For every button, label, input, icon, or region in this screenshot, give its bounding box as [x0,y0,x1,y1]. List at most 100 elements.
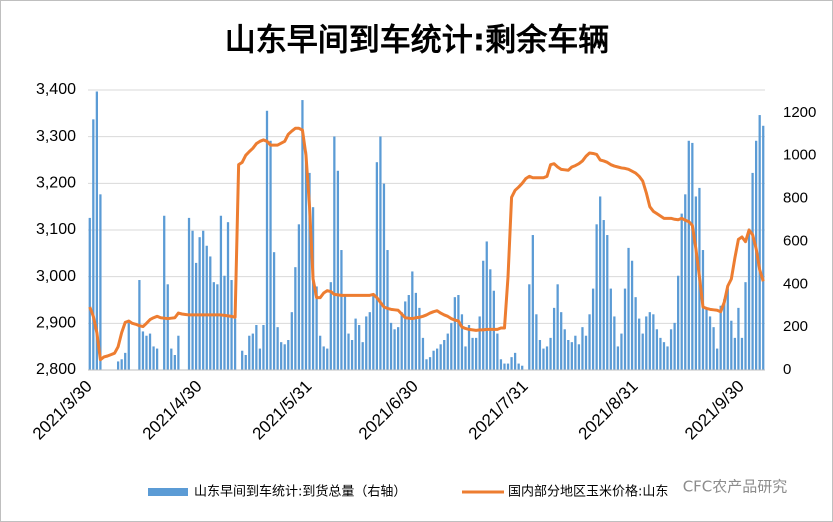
bar [258,348,262,370]
bar [535,314,538,370]
bar [510,357,513,370]
bar [549,337,552,370]
bar [411,271,414,370]
bar [609,288,612,370]
bar [542,348,545,370]
bar [751,172,754,370]
bar [233,318,237,370]
bar [421,337,425,370]
bar [283,344,286,370]
bar [740,337,744,370]
bar [170,348,173,370]
bar [719,305,722,370]
bar [386,250,389,370]
y-tick-label: 2,800 [36,361,76,378]
bar [265,110,269,371]
bar [708,316,712,370]
bar [340,250,343,370]
bar [350,340,354,370]
bar [212,282,215,370]
bar [577,344,581,370]
bar [173,355,176,370]
bar [694,196,698,370]
bar [404,301,407,370]
bar [567,340,570,370]
bar [673,322,676,370]
y2-tick-label: 800 [783,190,808,207]
bar [294,267,297,370]
bar [311,207,315,370]
bar [418,307,421,370]
bar [457,295,460,370]
bar [397,327,400,370]
bar [471,337,474,370]
bar [95,91,98,370]
bar [187,217,191,370]
bar [584,335,588,370]
bar [432,350,435,370]
bar [219,215,223,370]
bar [489,269,492,370]
bar [194,262,198,370]
bar [556,284,559,370]
bar [758,115,761,370]
bar [145,335,148,370]
bar [389,322,393,370]
bar [474,337,478,370]
y2-tick-label: 0 [783,361,791,378]
bar [453,297,456,370]
bar [726,288,729,370]
bar [347,333,350,370]
y2-tick-label: 200 [783,318,808,335]
bar [595,224,598,370]
legend-label: 国内部分地区玉米价格:山东 [508,484,668,500]
bar [216,284,219,370]
bar [425,359,428,370]
bar [439,344,442,370]
bar [372,295,375,370]
bar [570,342,573,370]
bar [407,295,410,370]
bar [329,282,332,370]
bar [361,342,364,370]
bar [499,359,503,370]
bar [591,288,595,370]
bar [124,352,127,370]
bar [244,355,247,370]
bar [680,213,683,370]
bar [358,325,361,370]
bar [166,284,169,370]
bar [287,340,290,370]
bar [393,329,396,370]
bar [701,250,705,370]
bar [655,329,659,370]
bar [762,125,765,371]
bar [319,335,322,370]
bar [226,222,230,370]
bar [336,170,340,370]
bar [148,333,152,370]
bar [382,183,386,370]
bar [705,307,708,370]
bar [92,119,95,370]
bar [496,333,499,370]
bar [687,140,690,370]
bar [322,346,325,370]
bar [272,252,276,370]
bar [691,142,694,370]
bar [531,235,534,370]
bar [269,140,272,370]
bar [620,333,623,370]
bar [616,346,620,370]
bar [209,256,212,370]
bar [613,316,616,370]
bar [88,217,91,370]
bar [414,292,418,370]
bar [343,295,347,370]
line [88,126,765,362]
bar [99,194,102,370]
y2-tick-label: 1000 [783,147,816,164]
bar [645,316,648,370]
bar [574,335,577,370]
bar [205,245,208,370]
